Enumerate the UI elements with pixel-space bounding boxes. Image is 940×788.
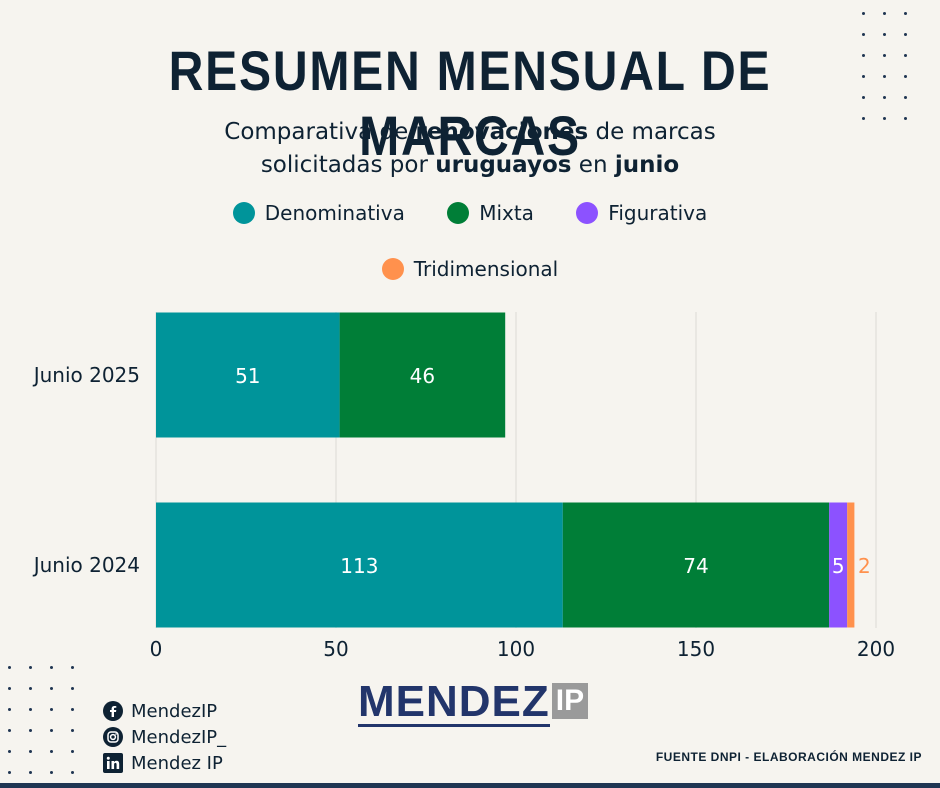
social-instagram[interactable]: MendezIP_ <box>103 724 226 750</box>
legend-swatch <box>232 202 255 224</box>
decor-dot <box>50 771 53 774</box>
legend-item-figurativa: Figurativa <box>576 201 707 225</box>
decor-dot <box>862 75 865 78</box>
data-label: 113 <box>340 554 378 578</box>
decor-dot <box>883 54 886 57</box>
social-links: MendezIP MendezIP_ Mendez IP <box>103 698 226 776</box>
decor-dot <box>71 750 74 753</box>
decor-dot <box>883 12 886 15</box>
decor-dot <box>904 96 907 99</box>
decor-dot <box>8 771 11 774</box>
data-label: 74 <box>683 554 708 578</box>
subtitle-line-2: solicitadas por uruguayos en junio <box>260 152 680 178</box>
linkedin-icon <box>103 753 123 773</box>
decor-dot <box>50 729 53 732</box>
decor-dot <box>8 708 11 711</box>
decor-dot <box>29 750 32 753</box>
stacked-bar-chart: 0 50 100 150 200 Junio 2025 51 46 Junio 2024 113 7… <box>32 312 895 661</box>
decor-dot <box>8 750 11 753</box>
data-label: 46 <box>410 364 435 388</box>
legend-swatch <box>576 202 599 224</box>
decor-dot <box>29 771 32 774</box>
decor-dot <box>8 729 11 732</box>
chart-legend: Denominativa Mixta Figurativa <box>0 201 940 229</box>
decor-dot <box>904 54 907 57</box>
decor-dot <box>8 666 11 669</box>
decor-dot <box>862 12 865 15</box>
legend-swatch <box>381 258 404 280</box>
decor-dot <box>29 729 32 732</box>
y-category-label: Junio 2024 <box>32 553 140 577</box>
data-label: 2 <box>858 554 871 578</box>
social-facebook[interactable]: MendezIP <box>103 698 226 724</box>
decor-dot <box>50 687 53 690</box>
decor-dot <box>71 708 74 711</box>
source-note: FUENTE DNPI - ELABORACIÓN MENDEZ IP <box>655 750 922 764</box>
x-tick-label: 150 <box>677 637 715 661</box>
instagram-icon <box>103 727 123 747</box>
bar-segment <box>829 502 848 628</box>
decor-dot <box>883 96 886 99</box>
decor-dot <box>50 708 53 711</box>
decor-dot <box>50 666 53 669</box>
bar-segment <box>562 502 830 628</box>
decor-dot <box>29 687 32 690</box>
legend-item-mixta: Mixta <box>447 201 534 225</box>
page-subtitle: Comparativa de renovaciones de marcas so… <box>0 116 940 182</box>
chart-legend-row-2: Tridimensional <box>0 257 940 285</box>
bar-segment <box>156 502 563 628</box>
decor-dot <box>883 75 886 78</box>
decor-dot <box>904 117 907 120</box>
social-linkedin[interactable]: Mendez IP <box>103 750 226 776</box>
decor-dot <box>862 54 865 57</box>
decor-dot <box>862 96 865 99</box>
decor-dot <box>71 687 74 690</box>
data-label: 5 <box>832 554 845 578</box>
facebook-icon <box>103 701 123 721</box>
decor-dot <box>862 117 865 120</box>
decor-dot <box>71 666 74 669</box>
bar-segment <box>156 312 340 438</box>
legend-swatch <box>447 202 470 224</box>
decor-dot <box>904 12 907 15</box>
decor-dot <box>29 708 32 711</box>
subtitle-line-1: Comparativa de renovaciones de marcas <box>224 119 716 145</box>
bar-segment <box>339 312 506 438</box>
decor-dot <box>883 33 886 36</box>
decor-dot <box>8 687 11 690</box>
bottom-bar <box>0 783 940 788</box>
decor-dot <box>862 33 865 36</box>
x-tick-label: 0 <box>150 637 163 661</box>
decor-dot <box>883 117 886 120</box>
x-tick-label: 100 <box>497 637 535 661</box>
decor-dot <box>29 666 32 669</box>
decor-dot <box>904 33 907 36</box>
page-title: RESUMEN MENSUAL DE MARCAS <box>168 39 772 167</box>
decor-dot <box>904 75 907 78</box>
data-label: 51 <box>235 364 260 388</box>
x-tick-label: 200 <box>857 637 895 661</box>
mendez-ip-logo: MENDEZ IP <box>358 680 589 727</box>
x-tick-label: 50 <box>323 637 348 661</box>
decor-dot <box>71 729 74 732</box>
legend-item-tridimensional: Tridimensional <box>381 257 558 281</box>
y-category-label: Junio 2025 <box>32 363 140 387</box>
decor-dot <box>50 750 53 753</box>
legend-item-denominativa: Denominativa <box>232 201 405 225</box>
bar-segment <box>847 502 855 628</box>
decor-dot <box>71 771 74 774</box>
